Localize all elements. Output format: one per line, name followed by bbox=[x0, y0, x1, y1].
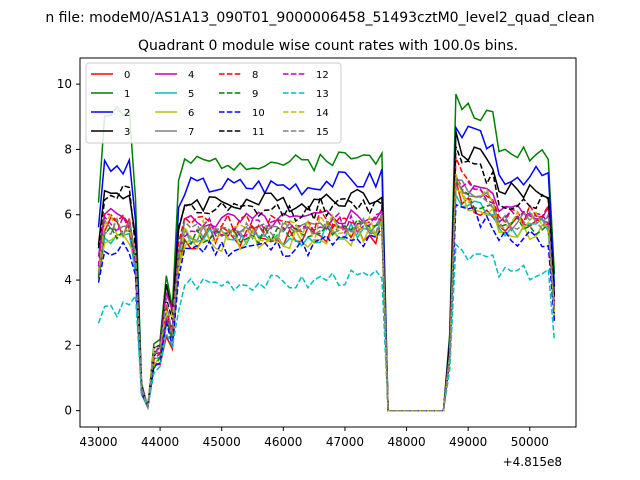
legend-label-5: 5 bbox=[188, 89, 194, 100]
series-line-10 bbox=[97, 203, 556, 412]
series-line-1 bbox=[97, 93, 556, 412]
x-offset-label: +4.815e8 bbox=[503, 455, 562, 469]
x-tick-label: 46000 bbox=[264, 435, 302, 449]
series-line-3 bbox=[97, 131, 556, 412]
legend-label-0: 0 bbox=[124, 70, 130, 81]
legend-box bbox=[85, 62, 342, 144]
series-line-15 bbox=[97, 178, 556, 412]
y-tick-label: 8 bbox=[64, 142, 72, 156]
legend-label-3: 3 bbox=[124, 127, 130, 138]
legend-label-11: 11 bbox=[252, 127, 265, 138]
legend-label-9: 9 bbox=[252, 89, 258, 100]
legend-label-8: 8 bbox=[252, 70, 258, 81]
chart-title: Quadrant 0 module wise count rates with … bbox=[138, 38, 518, 54]
y-tick-label: 4 bbox=[64, 273, 72, 287]
series-line-4 bbox=[97, 174, 556, 412]
x-tick-label: 44000 bbox=[141, 435, 179, 449]
y-tick-label: 6 bbox=[64, 208, 72, 222]
legend-label-7: 7 bbox=[188, 127, 194, 138]
x-axis: 43000 44000 45000 46000 47000 48000 49000 50000 bbox=[79, 427, 549, 449]
x-tick-label: 45000 bbox=[203, 435, 241, 449]
legend-label-6: 6 bbox=[188, 108, 194, 119]
y-tick-label: 2 bbox=[64, 338, 72, 352]
x-tick-label: 47000 bbox=[326, 435, 364, 449]
legend-label-12: 12 bbox=[316, 70, 329, 81]
figure-suptitle: n file: modeM0/AS1A13_090T01_9000006458_… bbox=[45, 10, 594, 26]
x-tick-label: 43000 bbox=[79, 435, 117, 449]
legend-label-4: 4 bbox=[188, 70, 194, 81]
y-tick-label: 10 bbox=[57, 77, 72, 91]
series-line-2 bbox=[97, 125, 556, 412]
y-axis: 0 2 4 6 8 10 bbox=[57, 77, 80, 418]
legend-label-14: 14 bbox=[316, 108, 329, 119]
series-line-11 bbox=[97, 146, 556, 412]
legend-label-10: 10 bbox=[252, 108, 265, 119]
legend-label-1: 1 bbox=[124, 89, 130, 100]
y-tick-label: 0 bbox=[64, 404, 72, 418]
legend-label-13: 13 bbox=[316, 89, 329, 100]
legend-label-15: 15 bbox=[316, 127, 329, 138]
plot-lines bbox=[97, 93, 556, 412]
x-tick-label: 50000 bbox=[511, 435, 549, 449]
axes-frame bbox=[79, 57, 577, 428]
series-line-13 bbox=[97, 242, 556, 412]
x-tick-label: 48000 bbox=[387, 435, 425, 449]
x-tick-label: 49000 bbox=[449, 435, 487, 449]
legend-label-2: 2 bbox=[124, 108, 130, 119]
